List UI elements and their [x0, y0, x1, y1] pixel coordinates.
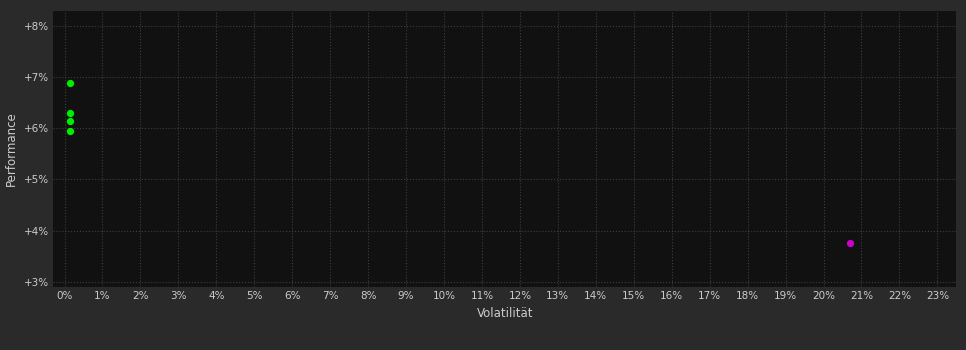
Point — [63, 80, 78, 86]
Y-axis label: Performance: Performance — [5, 111, 18, 186]
X-axis label: Volatilität: Volatilität — [476, 307, 533, 320]
Point — [63, 118, 78, 124]
Point — [842, 241, 858, 246]
Point — [63, 110, 78, 116]
Point — [63, 128, 78, 134]
